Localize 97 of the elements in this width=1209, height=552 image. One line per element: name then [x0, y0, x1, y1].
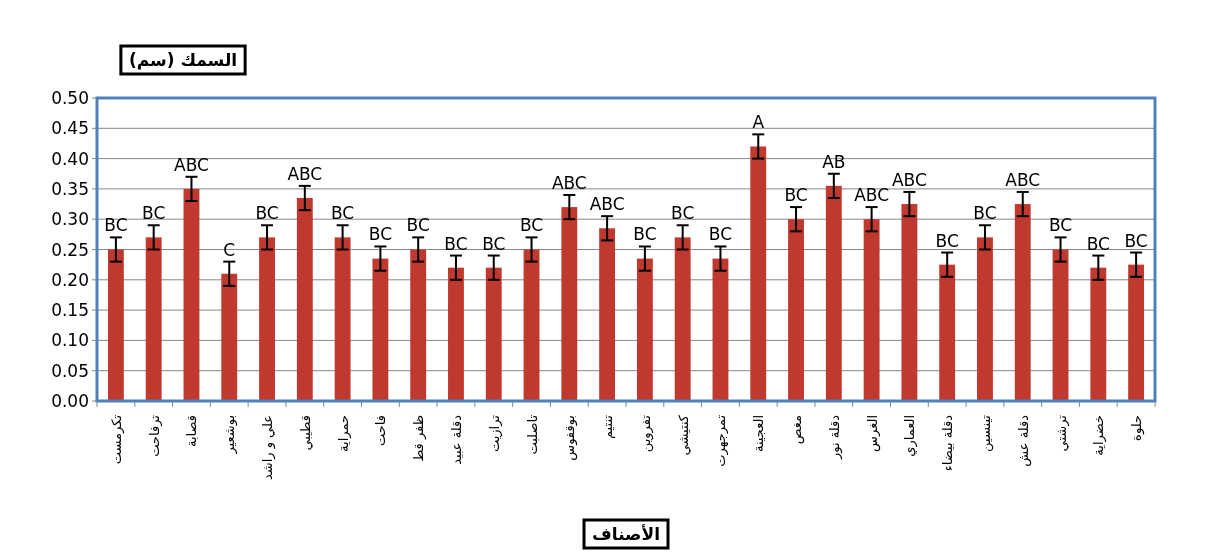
- y-tick-label: 0.25: [51, 239, 89, 260]
- y-tick-label: 0.45: [51, 118, 89, 139]
- x-tick-label: حلوة: [1129, 415, 1146, 441]
- x-tick-label: دقلة بيضاء: [940, 414, 956, 472]
- y-tick-label: 0.30: [51, 209, 89, 230]
- bar: [1090, 267, 1107, 401]
- bar: [259, 237, 275, 401]
- bar: [107, 249, 124, 401]
- bar: [1128, 264, 1145, 401]
- bar: [523, 249, 540, 401]
- bar: [1014, 204, 1031, 401]
- data-label: ABC: [287, 163, 323, 184]
- x-tick-label: حمراية: [335, 415, 352, 452]
- x-tick-label: ترازيت: [486, 414, 503, 453]
- data-label: BC: [633, 224, 657, 245]
- bar: [334, 237, 351, 401]
- data-label: ABC: [1005, 169, 1041, 190]
- bar: [825, 185, 842, 401]
- bar: [863, 219, 880, 401]
- bar: [221, 273, 238, 401]
- data-label: BC: [255, 203, 279, 224]
- data-label: AB: [822, 151, 846, 172]
- x-tick-label: خضراية: [1091, 415, 1108, 456]
- data-label: BC: [784, 185, 808, 206]
- x-tick-label: قصابة: [184, 415, 200, 448]
- data-label: ABC: [174, 154, 209, 175]
- data-label: BC: [973, 203, 997, 224]
- x-tick-label: الغرس: [864, 415, 881, 452]
- data-label: ABC: [854, 185, 890, 206]
- data-label: BC: [671, 203, 695, 224]
- chart-title: السمك (سم): [128, 50, 238, 70]
- data-label: A: [752, 112, 765, 133]
- x-tick-label: بوشعير: [222, 415, 239, 455]
- bar: [561, 207, 578, 401]
- bar: [939, 264, 956, 401]
- data-label: C: [223, 239, 236, 260]
- bar: [145, 237, 162, 401]
- y-tick-label: 0.20: [51, 269, 89, 290]
- data-label: BC: [104, 215, 128, 236]
- bar: [674, 237, 691, 401]
- data-label: BC: [1124, 230, 1148, 251]
- x-tick-label: ترشتي: [1053, 414, 1070, 452]
- x-tick-label: ترفاحت: [146, 414, 163, 457]
- data-label: BC: [444, 233, 468, 254]
- bar: [599, 228, 616, 401]
- data-label: ABC: [891, 169, 927, 190]
- data-label: ABC: [551, 172, 587, 193]
- x-tick-label: كنتيشي: [675, 414, 691, 456]
- data-label: BC: [708, 224, 733, 245]
- bar: [183, 188, 200, 401]
- data-label: BC: [406, 215, 430, 236]
- x-tick-label: تينسين: [977, 414, 994, 452]
- x-tick-label: تكرمست: [108, 414, 125, 465]
- bar: [636, 258, 653, 401]
- x-tick-label: ظفر قط: [411, 415, 428, 462]
- x-tick-label: العماري: [902, 415, 919, 457]
- x-tick-label: تاصلبت: [524, 414, 540, 455]
- y-tick-label: 0.00: [51, 391, 89, 411]
- bar: [750, 146, 767, 401]
- bar: [977, 237, 993, 401]
- data-label: BC: [519, 215, 544, 236]
- bar: [1052, 249, 1069, 401]
- bar: [448, 267, 464, 401]
- x-tick-label: علي و راشد: [260, 415, 277, 481]
- bar: [410, 249, 427, 401]
- x-tick-label: تفروين: [637, 414, 654, 453]
- bar: [485, 267, 502, 401]
- bar: [296, 197, 313, 401]
- x-tick-label: بوقفوس: [562, 415, 579, 461]
- x-tick-label: تنتيم: [600, 414, 617, 440]
- data-label: BC: [1048, 215, 1073, 236]
- x-axis-title: الأصناف: [592, 524, 660, 544]
- data-label: BC: [1086, 233, 1110, 254]
- y-tick-label: 0.05: [51, 360, 89, 381]
- x-tick-label: دقلة عش: [1015, 414, 1032, 467]
- x-tick-label: دقلة نور: [826, 414, 843, 461]
- x-tick-label: دقلة عبيد: [448, 414, 464, 465]
- y-tick-label: 0.10: [51, 330, 89, 351]
- x-tick-label: تمرجهرت: [713, 414, 730, 467]
- bar: [788, 219, 804, 401]
- bar: [712, 258, 729, 401]
- data-label: BC: [482, 233, 506, 254]
- x-tick-label: قطيبي: [297, 415, 313, 451]
- y-tick-label: 0.35: [51, 178, 89, 199]
- data-label: BC: [368, 224, 393, 245]
- data-label: BC: [935, 230, 959, 251]
- y-tick-label: 0.50: [51, 88, 89, 108]
- bar: [901, 204, 918, 401]
- x-tick-label: فاحت: [373, 415, 389, 446]
- x-tick-label: العجينة: [751, 415, 767, 453]
- data-label: BC: [330, 203, 355, 224]
- y-tick-label: 0.40: [51, 148, 89, 169]
- data-label: ABC: [589, 194, 625, 215]
- bar: [372, 258, 389, 401]
- data-label: BC: [142, 203, 166, 224]
- y-tick-label: 0.15: [51, 300, 89, 321]
- x-tick-label: مغص: [789, 415, 806, 445]
